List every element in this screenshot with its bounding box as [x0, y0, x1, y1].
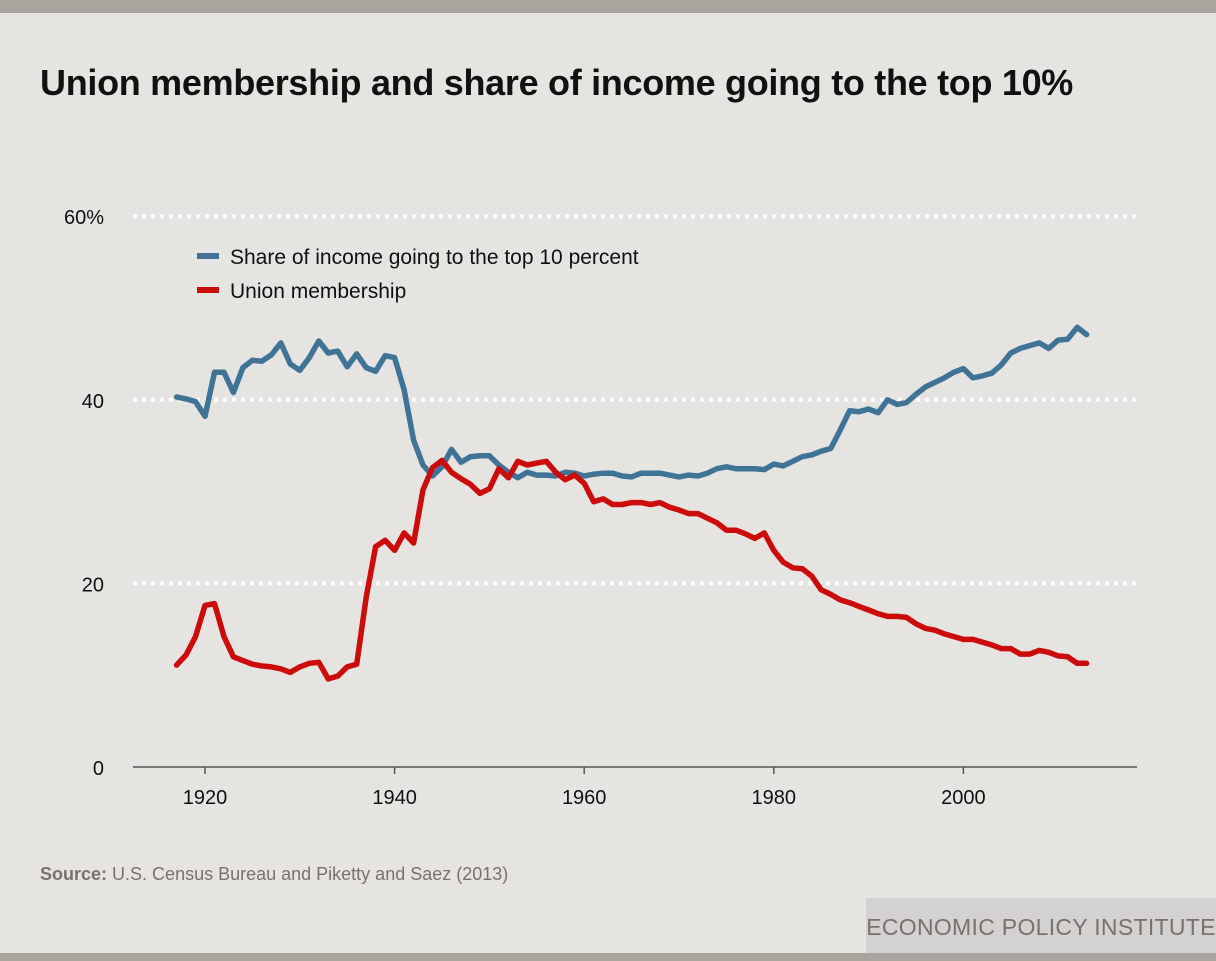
source-note: Source: U.S. Census Bureau and Piketty a… [40, 864, 508, 885]
legend-label: Union membership [230, 280, 406, 303]
series-line-top10-income-share [173, 324, 1090, 481]
y-tick-label: 0 [93, 758, 104, 780]
x-tick-label: 1940 [372, 787, 417, 809]
y-tick-label: 40 [82, 391, 104, 413]
y-tick-label: 20 [82, 574, 104, 596]
x-tick-label: 2000 [941, 787, 986, 809]
legend-label: Share of income going to the top 10 perc… [230, 246, 639, 269]
x-tick-label: 1960 [562, 787, 607, 809]
x-tick-label: 1980 [752, 787, 797, 809]
chart-title: Union membership and share of income goi… [40, 62, 1074, 103]
x-tick-label: 1920 [183, 787, 228, 809]
source-text: U.S. Census Bureau and Piketty and Saez … [112, 864, 509, 884]
series-line-union-membership [173, 457, 1090, 682]
y-tick-label: 60% [64, 207, 104, 229]
top-border [0, 0, 1216, 13]
source-label: Source: [40, 864, 108, 884]
brand-logo: ECONOMIC POLICY INSTITUTE [866, 898, 1216, 953]
bottom-border [0, 953, 1216, 961]
